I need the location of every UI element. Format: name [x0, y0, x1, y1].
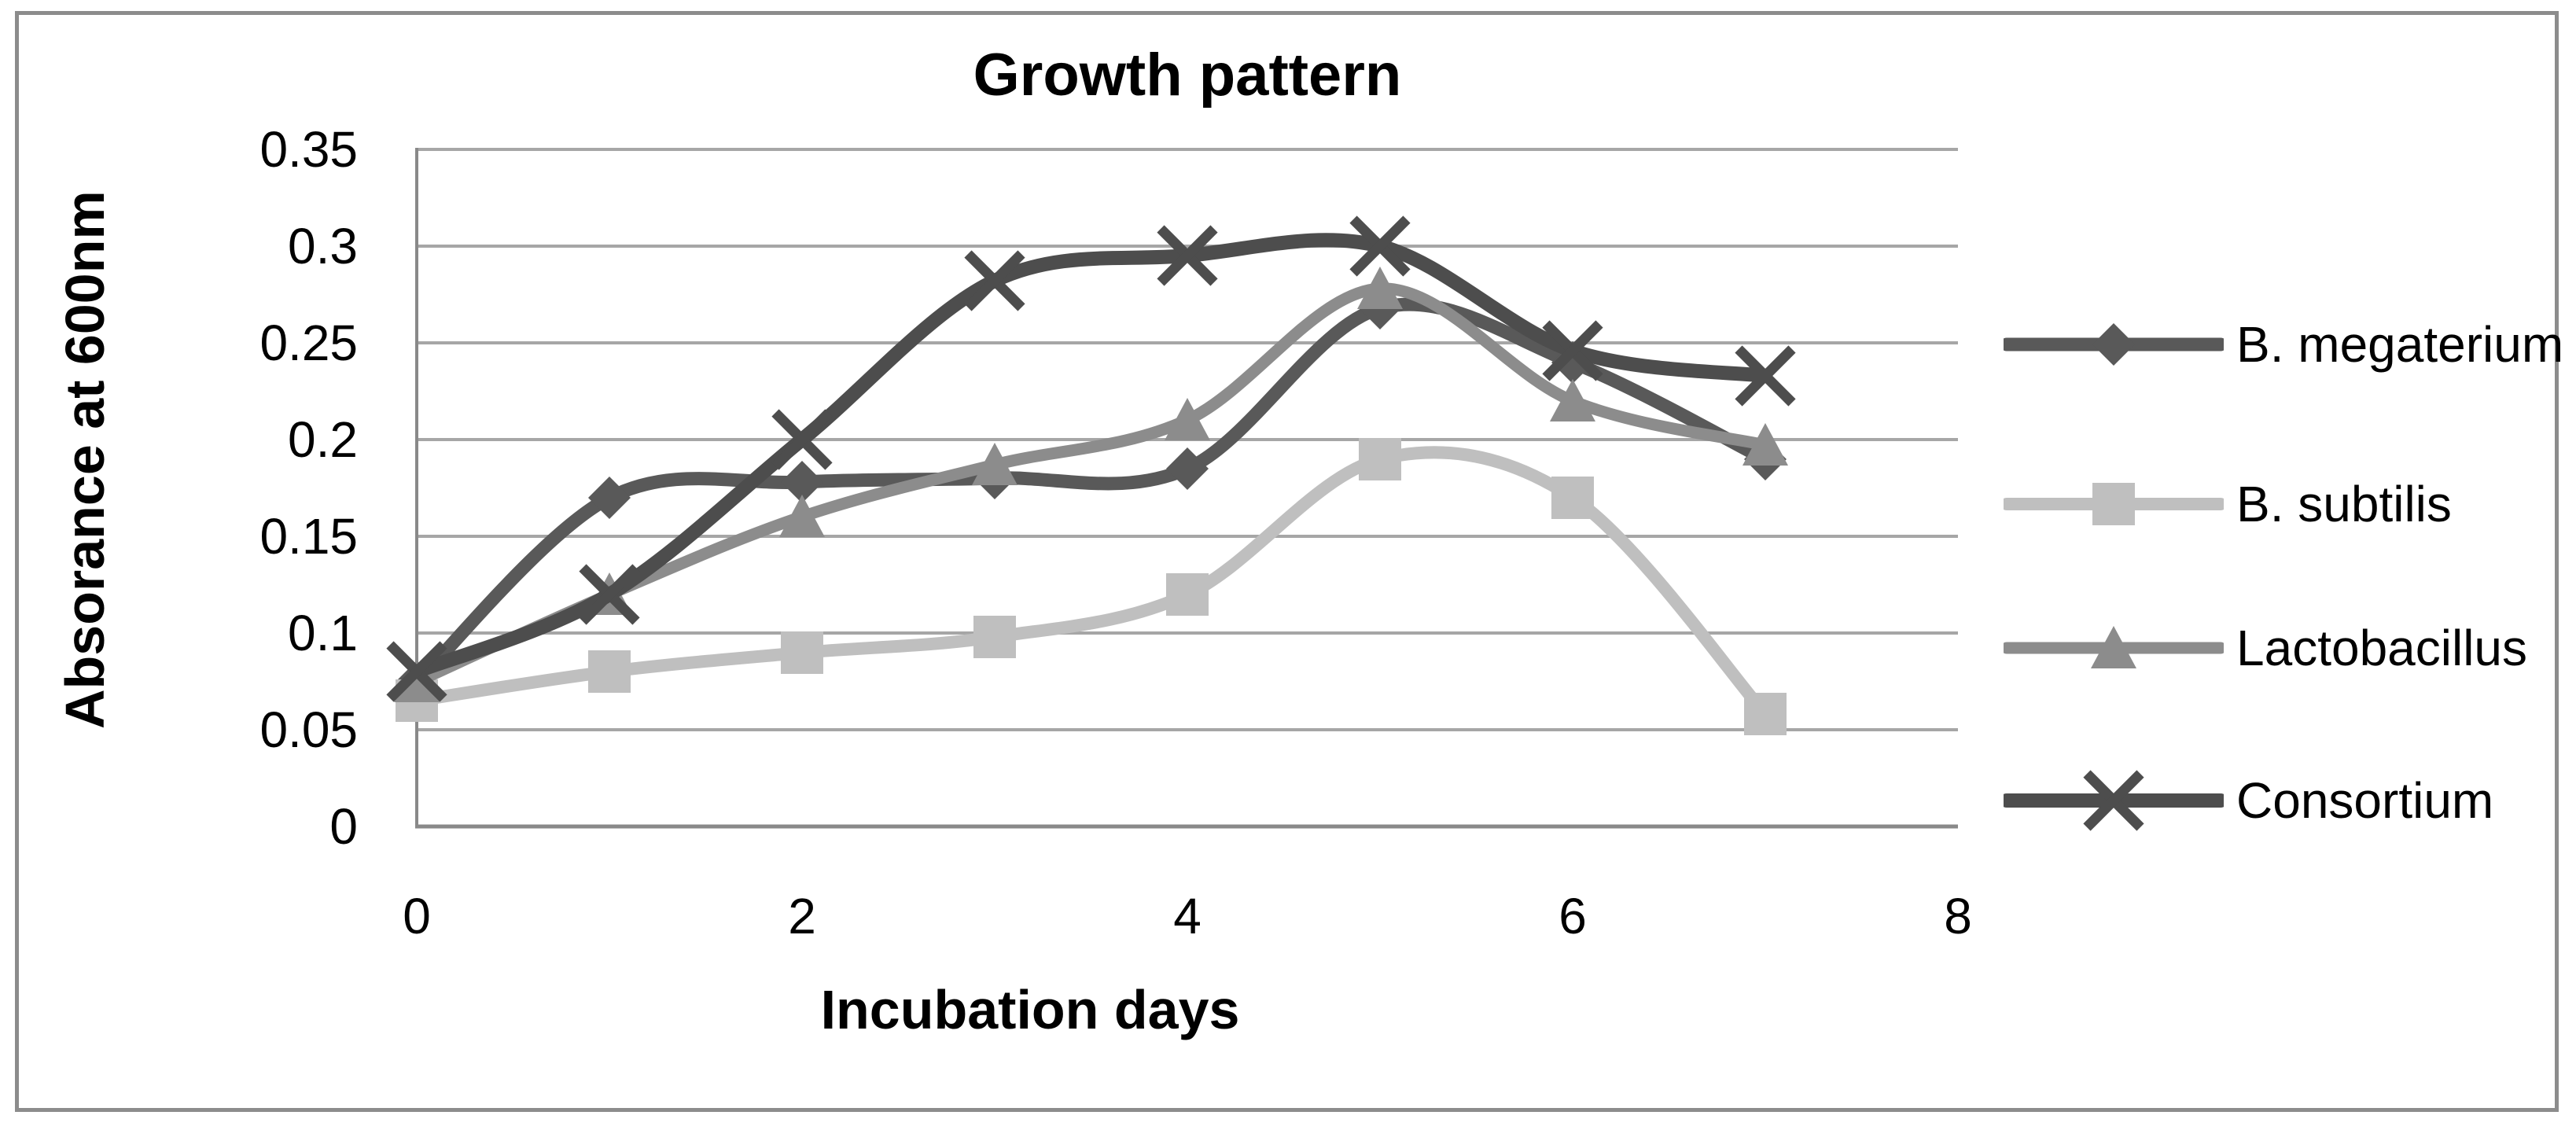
triangle-marker	[1742, 423, 1788, 466]
chart-title: Growth pattern	[973, 42, 1402, 109]
legend-label: B. megaterium	[2236, 316, 2564, 373]
triangle-marker	[972, 443, 1018, 485]
y-tick-label: 0	[329, 798, 358, 855]
square-marker	[1166, 573, 1209, 616]
legend-item-b-megaterium: B. megaterium	[2004, 297, 2563, 392]
triangle-marker	[394, 660, 440, 702]
x-marker	[386, 641, 447, 702]
triangle-marker	[1550, 379, 1595, 421]
legend-item-consortium: Consortium	[2004, 753, 2493, 848]
y-tick-label: 0.35	[259, 121, 358, 178]
y-tick-label: 0.25	[259, 315, 358, 371]
legend-item-lactobacillus: Lactobacillus	[2004, 601, 2527, 695]
y-tick-label: 0.15	[259, 508, 358, 565]
triangle-marker	[1357, 267, 1403, 309]
x-tick-label: 8	[1944, 888, 1972, 944]
triangle-marker	[1165, 398, 1210, 440]
legend-key-x-icon	[2004, 770, 2224, 831]
series-line	[410, 233, 1772, 679]
x-marker	[964, 250, 1025, 311]
x-tick-label: 6	[1558, 888, 1587, 944]
legend-key-diamond-icon	[2004, 323, 2224, 366]
x-tick-label: 4	[1173, 888, 1202, 944]
square-marker	[588, 650, 631, 693]
x-axis-title: Incubation days	[820, 979, 1240, 1040]
chart-outer-border	[15, 11, 2559, 1112]
diamond-marker	[588, 477, 631, 519]
legend-label: B. subtilis	[2236, 476, 2452, 532]
y-tick-label: 0.3	[288, 218, 358, 274]
x-marker	[1542, 320, 1603, 381]
x-tick-label: 0	[403, 888, 431, 944]
x-tick-label: 2	[788, 888, 816, 944]
y-tick-label: 0.05	[259, 701, 358, 758]
square-marker	[973, 616, 1016, 658]
x-marker	[771, 409, 833, 470]
square-marker	[781, 631, 823, 674]
y-tick-label: 0.2	[288, 411, 358, 468]
x-marker	[579, 564, 640, 625]
x-marker	[1735, 345, 1796, 407]
legend-label: Consortium	[2236, 772, 2494, 829]
legend-item-b-subtilis: B. subtilis	[2004, 457, 2452, 551]
square-marker	[1551, 477, 1594, 519]
legend-label: Lactobacillus	[2236, 620, 2527, 676]
legend-key-square-icon	[2004, 483, 2224, 525]
y-tick-label: 0.1	[288, 605, 358, 661]
square-marker	[1744, 693, 1787, 735]
diamond-marker	[1166, 447, 1209, 490]
triangle-marker	[779, 495, 825, 537]
x-marker	[1157, 225, 1218, 286]
square-marker	[1359, 438, 1401, 480]
legend-key-triangle-icon	[2004, 626, 2224, 668]
x-marker	[1349, 215, 1411, 277]
diamond-marker	[781, 461, 823, 503]
